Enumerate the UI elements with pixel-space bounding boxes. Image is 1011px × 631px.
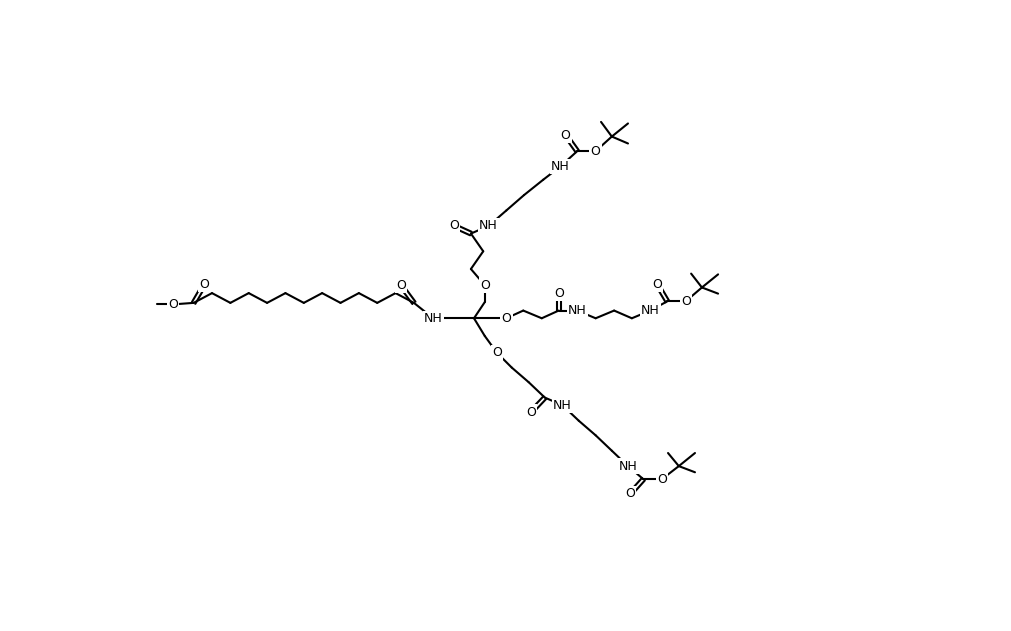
Text: O: O: [553, 287, 563, 300]
Text: NH: NH: [618, 459, 637, 473]
Text: O: O: [449, 220, 458, 232]
Text: NH: NH: [640, 304, 659, 317]
Text: O: O: [560, 129, 570, 141]
Text: O: O: [500, 312, 511, 325]
Text: O: O: [199, 278, 209, 291]
Text: NH: NH: [553, 399, 571, 412]
Text: O: O: [680, 295, 690, 308]
Text: O: O: [168, 298, 178, 311]
Text: NH: NH: [479, 220, 497, 232]
Text: O: O: [590, 144, 600, 158]
Text: O: O: [479, 279, 489, 292]
Text: O: O: [656, 473, 666, 486]
Text: O: O: [625, 487, 635, 500]
Text: NH: NH: [550, 160, 569, 173]
Text: O: O: [491, 346, 501, 360]
Text: NH: NH: [567, 304, 586, 317]
Text: O: O: [395, 279, 405, 292]
Text: O: O: [652, 278, 661, 291]
Text: NH: NH: [424, 312, 442, 325]
Text: O: O: [526, 406, 536, 419]
